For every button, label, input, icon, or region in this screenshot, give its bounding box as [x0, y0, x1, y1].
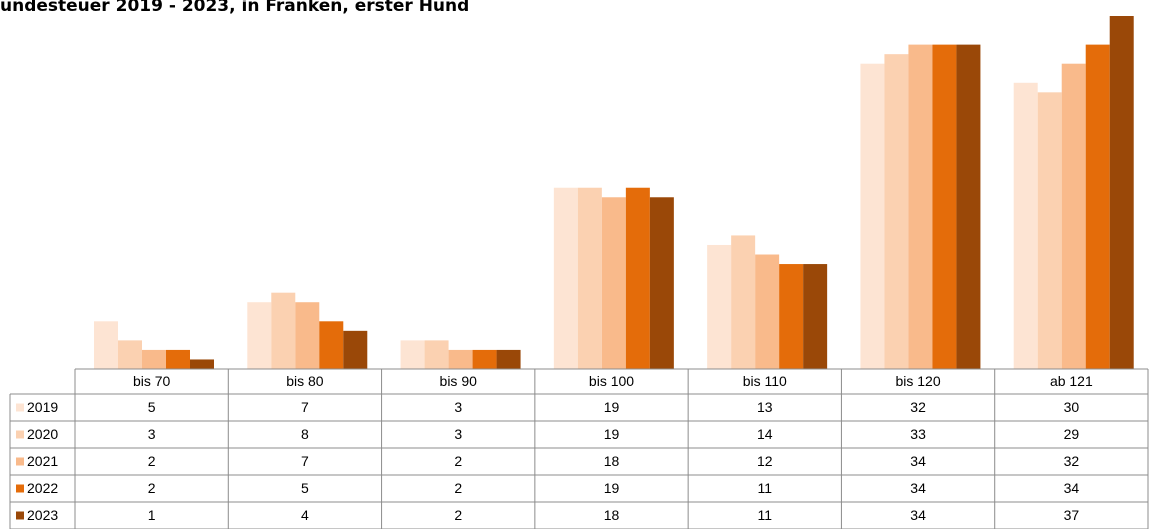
table-value: 13	[757, 399, 773, 415]
legend-swatch	[16, 430, 24, 439]
bar	[884, 54, 909, 369]
table-value: 12	[757, 453, 773, 469]
table-value: 34	[1064, 480, 1080, 496]
table-value: 2	[148, 480, 156, 496]
table-value: 11	[758, 480, 773, 496]
bar	[779, 264, 804, 369]
x-tick-label: bis 90	[440, 373, 478, 389]
legend-label: 2021	[27, 453, 58, 469]
bar	[424, 340, 449, 369]
table-value: 32	[1064, 453, 1080, 469]
bar	[707, 244, 732, 369]
bar	[908, 44, 933, 370]
legend-label: 2023	[27, 507, 58, 523]
bar	[343, 330, 368, 369]
table-value: 7	[301, 399, 309, 415]
table-value: 5	[301, 480, 309, 496]
table-value: 18	[604, 507, 620, 523]
bar	[118, 340, 142, 369]
legend-swatch	[16, 403, 24, 412]
table-value: 30	[1064, 399, 1080, 415]
bar	[190, 359, 214, 369]
table-value: 3	[454, 426, 462, 442]
table-value: 19	[604, 426, 620, 442]
bar	[1061, 63, 1086, 370]
legend-swatch	[16, 457, 24, 466]
bar	[472, 349, 497, 369]
bar	[553, 187, 578, 369]
table-value: 11	[758, 507, 773, 523]
x-tick-label: bis 100	[589, 373, 634, 389]
bar	[247, 302, 272, 369]
bar	[932, 44, 957, 370]
table-value: 14	[757, 426, 773, 442]
table-value: 2	[454, 507, 462, 523]
bar	[400, 340, 425, 369]
x-tick-label: ab 121	[1050, 373, 1093, 389]
legend-swatch	[16, 484, 24, 493]
table-value: 18	[604, 453, 620, 469]
table-value: 29	[1064, 426, 1080, 442]
bar	[731, 235, 756, 369]
table-value: 4	[301, 507, 309, 523]
bar	[956, 44, 981, 370]
table-value: 1	[148, 507, 156, 523]
table-value: 2	[454, 480, 462, 496]
x-tick-label: bis 110	[743, 373, 787, 389]
x-tick-label: bis 80	[286, 373, 324, 389]
bar	[319, 321, 344, 369]
bar	[601, 197, 626, 369]
table-value: 19	[604, 480, 620, 496]
bar	[166, 349, 190, 369]
bar	[577, 187, 602, 369]
bar	[1037, 92, 1062, 369]
bar	[271, 292, 296, 369]
bar	[1013, 82, 1038, 369]
table-value: 8	[301, 426, 309, 442]
bar	[649, 197, 674, 369]
table-value: 3	[454, 399, 462, 415]
bar	[1085, 44, 1110, 370]
table-value: 3	[148, 426, 156, 442]
table-value: 34	[910, 480, 926, 496]
bar	[755, 254, 780, 369]
x-tick-label: bis 120	[895, 373, 940, 389]
bar	[94, 321, 118, 369]
table-value: 19	[604, 399, 620, 415]
chart-title: undesteuer 2019 - 2023, in Franken, erst…	[0, 0, 469, 16]
table-value: 34	[910, 453, 926, 469]
table-value: 2	[148, 453, 156, 469]
bar	[448, 349, 473, 369]
table-value: 33	[910, 426, 926, 442]
legend-label: 2019	[27, 399, 58, 415]
table-value: 34	[910, 507, 926, 523]
bar	[803, 264, 828, 369]
bar	[496, 349, 521, 369]
bar	[860, 63, 885, 370]
table-value: 7	[301, 453, 309, 469]
table-value: 37	[1064, 507, 1080, 523]
table-value: 5	[148, 399, 156, 415]
legend-swatch	[16, 511, 24, 520]
legend-label: 2020	[27, 426, 58, 442]
x-tick-label: bis 70	[133, 373, 171, 389]
bar	[625, 187, 650, 369]
bar	[295, 302, 320, 369]
legend-label: 2022	[27, 480, 58, 496]
table-value: 2	[454, 453, 462, 469]
bar	[142, 349, 166, 369]
bar	[1109, 16, 1134, 369]
table-value: 32	[910, 399, 926, 415]
